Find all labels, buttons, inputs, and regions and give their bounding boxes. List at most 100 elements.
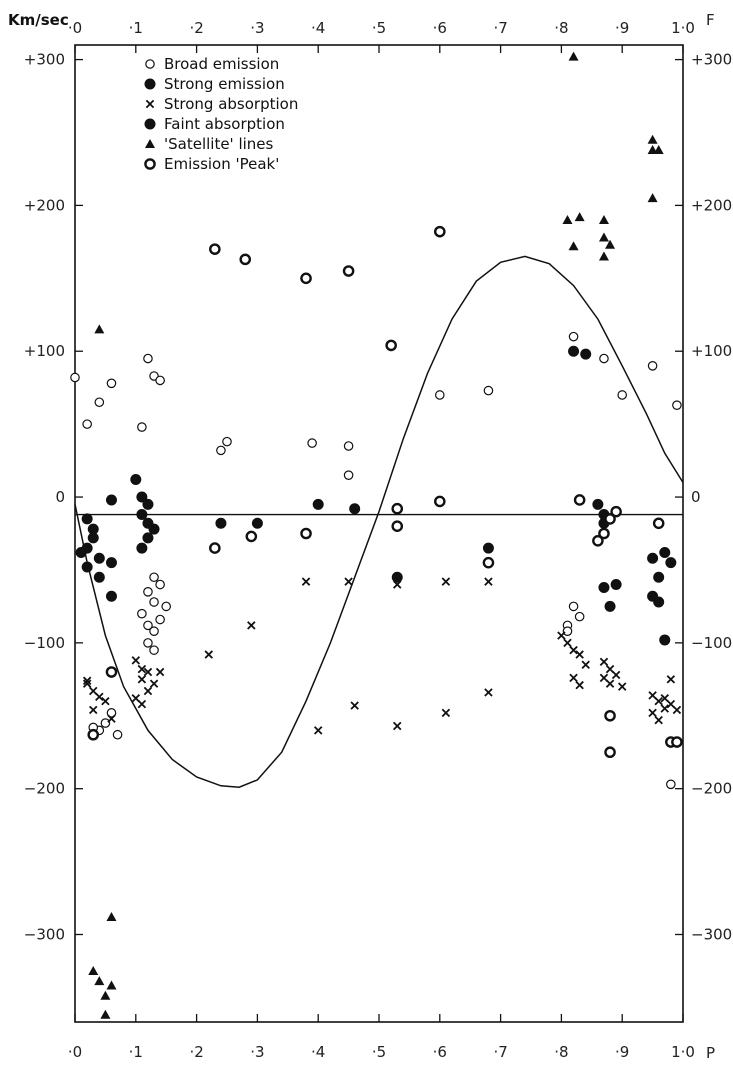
triangle-shape — [605, 239, 616, 249]
cross-data-point — [350, 701, 359, 710]
thick-circle-shape — [598, 527, 610, 540]
triangle-data-point — [94, 976, 105, 986]
filled-circle-shape — [653, 571, 665, 583]
filled-circle-shape — [312, 498, 324, 510]
open-circle-shape — [137, 422, 147, 432]
open-circle-shape — [155, 614, 165, 625]
circle-filled-data-point — [93, 552, 105, 564]
cross-data-point — [149, 679, 159, 688]
cross-stroke — [666, 675, 676, 684]
open-circle-shape — [483, 385, 494, 396]
cross-data-point — [660, 704, 669, 713]
filled-circle-shape — [142, 532, 154, 544]
left-y-tick-label: +300 — [24, 51, 65, 69]
circle-open-data-point — [155, 375, 165, 386]
bottom-axis-end-label: P — [706, 1044, 715, 1062]
right-y-tick-label: −300 — [691, 926, 732, 944]
circle-thick-data-point — [87, 728, 100, 741]
cross-stroke — [131, 656, 141, 665]
top-x-tick-label: ·9 — [615, 19, 629, 37]
cross-stroke — [569, 645, 578, 655]
triangle-shape — [100, 1009, 111, 1019]
velocity-curve — [74, 255, 684, 788]
circle-filled-data-point — [604, 600, 616, 612]
circle-open-data-point — [222, 436, 232, 447]
top-x-tick-label: ·6 — [433, 19, 447, 37]
cross-stroke — [95, 692, 104, 702]
circle-thick-data-point — [433, 225, 446, 238]
circle-open-data-point — [574, 611, 585, 622]
triangle-data-point — [106, 980, 117, 990]
circle-open-data-point — [562, 626, 573, 636]
triangle-data-point — [647, 193, 658, 203]
circle-open-data-point — [216, 445, 226, 456]
circle-thick-data-point — [610, 505, 622, 518]
circle-thick-data-point — [300, 272, 312, 285]
circle-thick-data-point — [604, 709, 616, 722]
triangle-data-point — [598, 232, 609, 242]
circle-open-data-point — [568, 331, 579, 342]
circle-thick-data-point — [433, 495, 446, 508]
circle-open-data-point — [106, 378, 117, 389]
triangle-data-point — [562, 214, 573, 224]
cross-stroke — [143, 667, 153, 677]
top-x-tick-label: 1·0 — [671, 19, 695, 37]
cross-stroke — [393, 580, 402, 589]
cross-stroke — [581, 660, 590, 669]
circle-open-data-point — [149, 572, 159, 583]
cross-data-point — [107, 714, 116, 723]
open-circle-shape — [143, 353, 153, 364]
cross-stroke — [575, 680, 584, 690]
circle-filled-data-point — [251, 517, 263, 529]
right-y-tick-label: +100 — [691, 342, 732, 360]
thick-circle-shape — [391, 520, 404, 533]
circle-open-data-point — [647, 361, 658, 371]
circle-thick-data-point — [209, 243, 221, 255]
circle-filled-data-point — [105, 590, 117, 602]
cross-stroke — [107, 714, 116, 723]
thick-circle-shape — [573, 494, 586, 506]
open-circle-shape — [568, 331, 579, 342]
circle-open-data-point — [599, 353, 609, 364]
cross-data-point — [137, 664, 147, 674]
thick-circle-shape — [342, 265, 355, 277]
cross-data-point — [557, 631, 566, 640]
y-axis-unit-label: Km/sec — [8, 11, 69, 29]
bottom-x-tick-label: ·7 — [493, 1043, 507, 1061]
cross-stroke — [648, 708, 657, 718]
circle-open-data-point — [106, 708, 117, 718]
triangle-shape — [100, 990, 111, 1000]
cross-stroke — [89, 705, 98, 715]
triangle-shape — [145, 139, 155, 148]
cross-stroke — [484, 688, 493, 697]
circle-filled-data-point — [312, 498, 324, 510]
thick-circle-shape — [239, 253, 252, 266]
filled-circle-shape — [105, 590, 117, 602]
thick-circle-shape — [300, 527, 312, 540]
circle-open-data-point — [434, 390, 445, 400]
circle-filled-data-point — [665, 557, 677, 569]
circle-open-data-point — [137, 608, 147, 619]
thick-circle-shape — [604, 746, 616, 759]
filled-circle-shape — [93, 571, 105, 583]
bottom-x-tick-label: ·9 — [615, 1043, 629, 1061]
circle-open-data-point — [82, 419, 92, 429]
open-circle-shape — [216, 445, 226, 456]
open-circle-shape — [145, 59, 155, 69]
circle-filled-data-point — [136, 542, 148, 554]
filled-circle-shape — [144, 118, 156, 130]
filled-circle-shape — [87, 532, 99, 544]
cross-data-point — [648, 708, 657, 718]
bottom-x-tick-label: ·4 — [311, 1043, 325, 1061]
bottom-x-tick-label: ·6 — [433, 1043, 447, 1061]
open-circle-shape — [143, 638, 153, 648]
legend-label: Faint absorption — [164, 115, 285, 133]
cross-data-point — [617, 682, 627, 691]
circle-filled-data-point — [105, 494, 117, 506]
cross-stroke — [82, 676, 92, 686]
legend-circle-open-marker — [145, 59, 155, 69]
cross-stroke — [131, 694, 141, 703]
open-circle-shape — [106, 378, 117, 389]
triangle-data-point — [568, 51, 579, 61]
cross-data-point — [599, 657, 609, 667]
